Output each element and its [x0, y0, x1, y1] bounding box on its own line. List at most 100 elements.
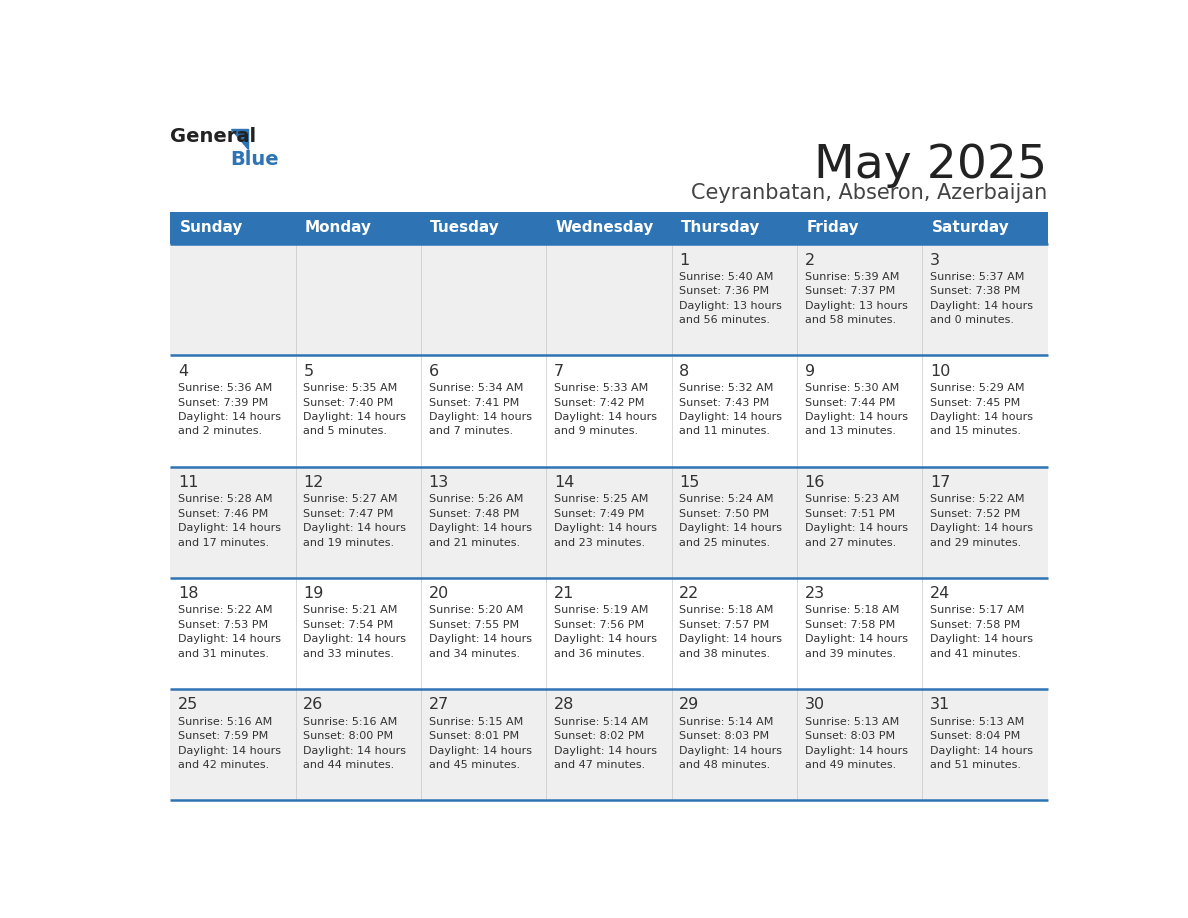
- Text: 28: 28: [554, 698, 574, 712]
- Bar: [671, 212, 797, 244]
- Text: Daylight: 14 hours: Daylight: 14 hours: [804, 634, 908, 644]
- Text: and 19 minutes.: and 19 minutes.: [303, 538, 394, 548]
- Text: Sunset: 7:41 PM: Sunset: 7:41 PM: [429, 397, 519, 408]
- Text: Sunrise: 5:32 AM: Sunrise: 5:32 AM: [680, 383, 773, 393]
- Text: 6: 6: [429, 364, 438, 379]
- Text: General: General: [170, 127, 257, 146]
- Text: Sunrise: 5:33 AM: Sunrise: 5:33 AM: [554, 383, 649, 393]
- Text: 3: 3: [930, 252, 940, 268]
- Text: 20: 20: [429, 587, 449, 601]
- Text: Sunset: 7:46 PM: Sunset: 7:46 PM: [178, 509, 268, 519]
- Text: Daylight: 13 hours: Daylight: 13 hours: [680, 301, 782, 311]
- Text: Sunrise: 5:28 AM: Sunrise: 5:28 AM: [178, 494, 272, 504]
- Text: Daylight: 14 hours: Daylight: 14 hours: [303, 745, 406, 756]
- Text: Sunset: 7:48 PM: Sunset: 7:48 PM: [429, 509, 519, 519]
- Text: and 47 minutes.: and 47 minutes.: [554, 760, 645, 770]
- Text: Daylight: 14 hours: Daylight: 14 hours: [554, 745, 657, 756]
- Polygon shape: [230, 129, 248, 149]
- Text: 30: 30: [804, 698, 824, 712]
- Text: Daylight: 14 hours: Daylight: 14 hours: [178, 523, 280, 533]
- Text: Daylight: 14 hours: Daylight: 14 hours: [429, 523, 531, 533]
- Text: Sunrise: 5:21 AM: Sunrise: 5:21 AM: [303, 606, 398, 615]
- Text: and 13 minutes.: and 13 minutes.: [804, 427, 896, 436]
- Bar: [170, 244, 1048, 355]
- Text: Daylight: 14 hours: Daylight: 14 hours: [554, 412, 657, 422]
- Text: 7: 7: [554, 364, 564, 379]
- Text: Sunset: 7:40 PM: Sunset: 7:40 PM: [303, 397, 393, 408]
- Text: Daylight: 14 hours: Daylight: 14 hours: [303, 634, 406, 644]
- Text: Sunset: 8:03 PM: Sunset: 8:03 PM: [804, 731, 895, 741]
- Text: Sunset: 7:47 PM: Sunset: 7:47 PM: [303, 509, 393, 519]
- Text: Sunrise: 5:18 AM: Sunrise: 5:18 AM: [804, 606, 899, 615]
- Text: Sunrise: 5:16 AM: Sunrise: 5:16 AM: [178, 717, 272, 727]
- Text: Sunrise: 5:22 AM: Sunrise: 5:22 AM: [178, 606, 272, 615]
- Text: Sunrise: 5:36 AM: Sunrise: 5:36 AM: [178, 383, 272, 393]
- Bar: [170, 212, 296, 244]
- Text: and 29 minutes.: and 29 minutes.: [930, 538, 1022, 548]
- Text: Sunset: 8:02 PM: Sunset: 8:02 PM: [554, 731, 644, 741]
- Text: and 45 minutes.: and 45 minutes.: [429, 760, 519, 770]
- Text: Sunset: 8:04 PM: Sunset: 8:04 PM: [930, 731, 1020, 741]
- Text: Daylight: 14 hours: Daylight: 14 hours: [429, 745, 531, 756]
- Text: Sunrise: 5:39 AM: Sunrise: 5:39 AM: [804, 272, 899, 282]
- Text: Sunset: 7:50 PM: Sunset: 7:50 PM: [680, 509, 770, 519]
- Text: Sunrise: 5:18 AM: Sunrise: 5:18 AM: [680, 606, 773, 615]
- Text: Daylight: 14 hours: Daylight: 14 hours: [930, 301, 1032, 311]
- Text: and 5 minutes.: and 5 minutes.: [303, 427, 387, 436]
- Text: 4: 4: [178, 364, 188, 379]
- Text: Daylight: 14 hours: Daylight: 14 hours: [804, 745, 908, 756]
- Text: Daylight: 14 hours: Daylight: 14 hours: [178, 634, 280, 644]
- Text: Sunrise: 5:25 AM: Sunrise: 5:25 AM: [554, 494, 649, 504]
- Text: 23: 23: [804, 587, 824, 601]
- Text: Sunrise: 5:19 AM: Sunrise: 5:19 AM: [554, 606, 649, 615]
- Text: 25: 25: [178, 698, 198, 712]
- Text: 14: 14: [554, 475, 574, 490]
- Text: Sunset: 7:59 PM: Sunset: 7:59 PM: [178, 731, 268, 741]
- Text: and 11 minutes.: and 11 minutes.: [680, 427, 770, 436]
- Text: Sunday: Sunday: [179, 220, 242, 236]
- Text: and 41 minutes.: and 41 minutes.: [930, 649, 1020, 659]
- Text: Daylight: 14 hours: Daylight: 14 hours: [178, 412, 280, 422]
- Text: 17: 17: [930, 475, 950, 490]
- Text: Ceyranbatan, Abseron, Azerbaijan: Ceyranbatan, Abseron, Azerbaijan: [691, 184, 1048, 203]
- Text: Sunset: 7:58 PM: Sunset: 7:58 PM: [804, 620, 895, 630]
- Text: and 23 minutes.: and 23 minutes.: [554, 538, 645, 548]
- Text: Friday: Friday: [807, 220, 859, 236]
- Text: Daylight: 14 hours: Daylight: 14 hours: [429, 412, 531, 422]
- Text: Daylight: 14 hours: Daylight: 14 hours: [680, 412, 782, 422]
- Text: and 49 minutes.: and 49 minutes.: [804, 760, 896, 770]
- Text: 18: 18: [178, 587, 198, 601]
- Text: 16: 16: [804, 475, 824, 490]
- Text: Daylight: 14 hours: Daylight: 14 hours: [680, 523, 782, 533]
- Text: 5: 5: [303, 364, 314, 379]
- Text: Sunrise: 5:13 AM: Sunrise: 5:13 AM: [930, 717, 1024, 727]
- Bar: [421, 212, 546, 244]
- Text: Sunset: 7:45 PM: Sunset: 7:45 PM: [930, 397, 1020, 408]
- Text: Thursday: Thursday: [681, 220, 760, 236]
- Text: 27: 27: [429, 698, 449, 712]
- Text: 9: 9: [804, 364, 815, 379]
- Text: and 58 minutes.: and 58 minutes.: [804, 315, 896, 325]
- Text: 10: 10: [930, 364, 950, 379]
- Text: 26: 26: [303, 698, 323, 712]
- Text: and 27 minutes.: and 27 minutes.: [804, 538, 896, 548]
- Text: Sunset: 7:56 PM: Sunset: 7:56 PM: [554, 620, 644, 630]
- Text: Sunset: 7:36 PM: Sunset: 7:36 PM: [680, 286, 770, 297]
- Text: Sunset: 7:52 PM: Sunset: 7:52 PM: [930, 509, 1020, 519]
- Text: and 38 minutes.: and 38 minutes.: [680, 649, 770, 659]
- Text: Sunset: 7:37 PM: Sunset: 7:37 PM: [804, 286, 895, 297]
- Text: Sunset: 7:42 PM: Sunset: 7:42 PM: [554, 397, 644, 408]
- Text: and 34 minutes.: and 34 minutes.: [429, 649, 519, 659]
- Text: Sunset: 7:58 PM: Sunset: 7:58 PM: [930, 620, 1020, 630]
- Bar: [296, 212, 421, 244]
- Text: 8: 8: [680, 364, 689, 379]
- Text: 11: 11: [178, 475, 198, 490]
- Text: Daylight: 14 hours: Daylight: 14 hours: [554, 523, 657, 533]
- Text: Sunset: 7:51 PM: Sunset: 7:51 PM: [804, 509, 895, 519]
- Text: and 42 minutes.: and 42 minutes.: [178, 760, 270, 770]
- Text: Daylight: 14 hours: Daylight: 14 hours: [804, 523, 908, 533]
- Text: and 21 minutes.: and 21 minutes.: [429, 538, 519, 548]
- Text: Daylight: 14 hours: Daylight: 14 hours: [554, 634, 657, 644]
- Text: Sunrise: 5:27 AM: Sunrise: 5:27 AM: [303, 494, 398, 504]
- Text: Sunrise: 5:35 AM: Sunrise: 5:35 AM: [303, 383, 398, 393]
